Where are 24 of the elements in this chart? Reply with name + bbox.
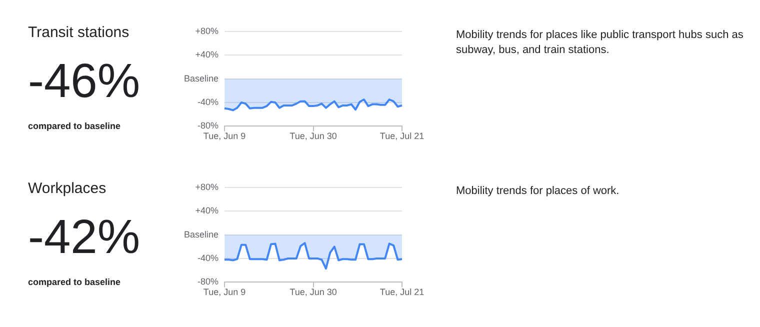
text: -46% — [28, 54, 140, 110]
text: Mobility trends for places of work. — [456, 184, 620, 199]
text: compared to baseline — [28, 277, 121, 287]
x-tick-label: Tue, Jun 9 — [203, 131, 246, 142]
text: compared to baseline — [28, 121, 121, 131]
y-tick-label: Baseline — [184, 73, 219, 84]
x-tick-label: Tue, Jun 30 — [290, 131, 337, 142]
y-tick-label: -40% — [198, 96, 219, 107]
text: Mobility trends for places like public transport hubs such as subway, bus, and train stations. — [456, 28, 744, 58]
x-tick-label: Tue, Jul 21 — [380, 287, 424, 298]
x-tick-label: Tue, Jun 9 — [203, 287, 246, 298]
y-tick-label: +40% — [195, 50, 219, 60]
y-tick-label: +80% — [195, 182, 219, 192]
x-tick-label: Tue, Jul 21 — [380, 131, 424, 142]
text: Workplaces — [28, 180, 106, 197]
text: -42% — [28, 210, 140, 266]
x-tick-label: Tue, Jun 30 — [290, 287, 337, 298]
y-tick-label: +80% — [195, 26, 219, 36]
y-tick-label: +40% — [195, 206, 219, 216]
y-tick-label: Baseline — [184, 229, 219, 240]
y-tick-label: -80% — [198, 120, 219, 131]
y-tick-label: -40% — [198, 252, 219, 263]
y-tick-label: -80% — [198, 276, 219, 287]
text: Transit stations — [28, 24, 130, 41]
